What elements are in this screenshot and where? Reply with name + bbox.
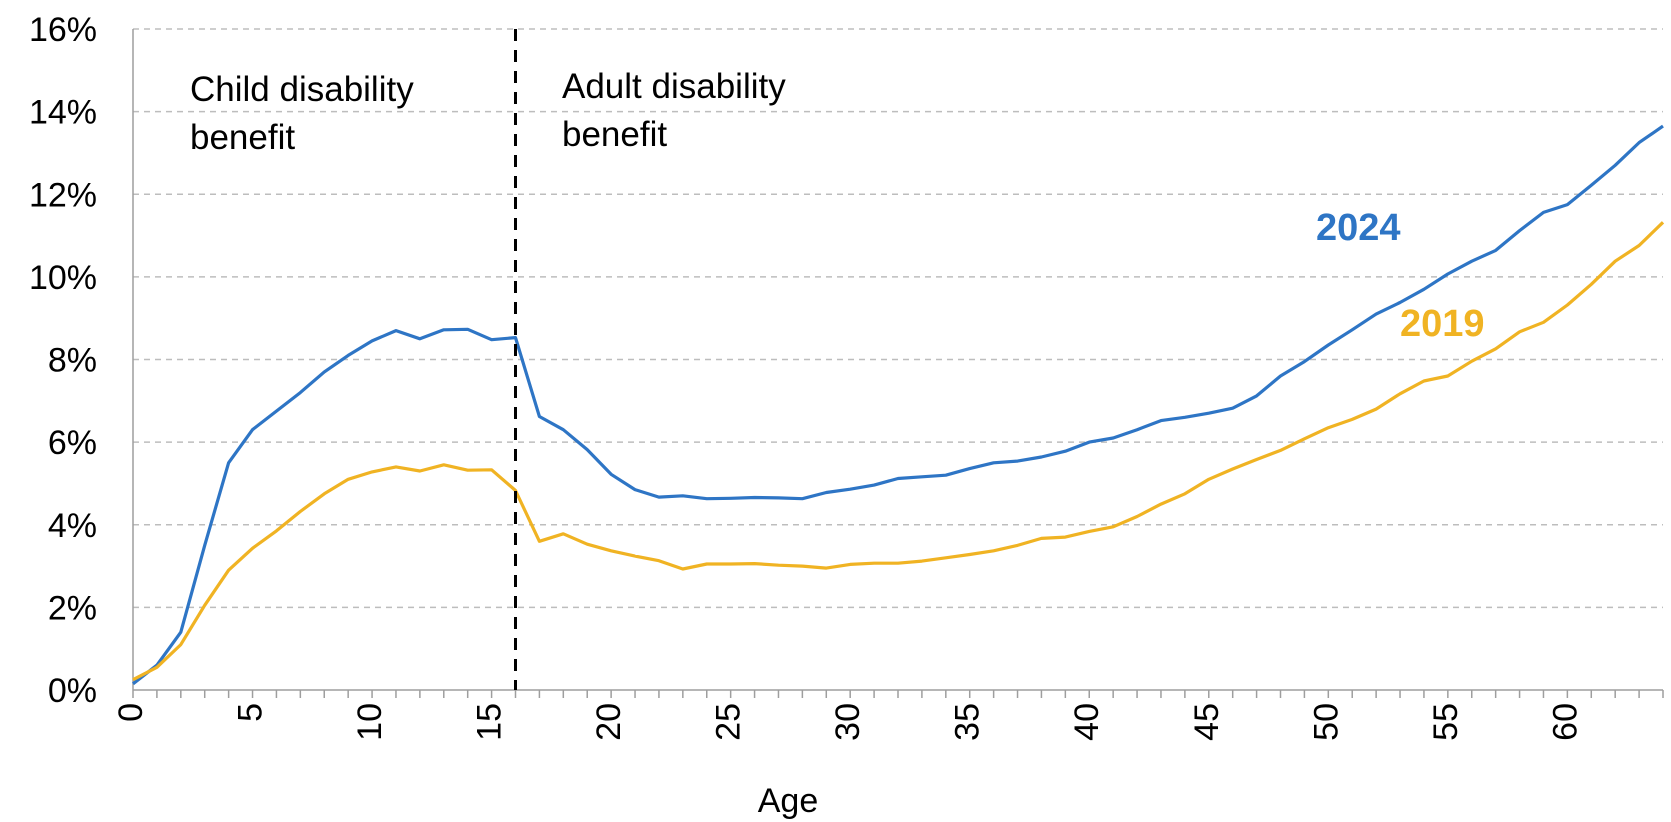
x-axis-title: Age	[758, 782, 819, 820]
y-tick-label: 12%	[29, 176, 97, 214]
annotation-line: Child disability	[190, 70, 414, 109]
x-tick-label: 25	[710, 703, 748, 741]
x-tick-label: 60	[1546, 703, 1584, 741]
x-tick-label: 40	[1068, 703, 1106, 741]
y-tick-label: 8%	[48, 342, 97, 380]
y-tick-label: 4%	[48, 507, 97, 545]
axes: 0% 2% 4% 6% 8% 10% 12% 14% 16% 0 5 10 15 20 25 30 35 40 45…	[29, 11, 1664, 820]
annotation-child: Child disability benefit	[190, 70, 414, 157]
series-lines	[132, 124, 1665, 686]
x-tick-label: 5	[232, 703, 270, 722]
series-line-2024	[132, 124, 1664, 686]
x-tick-label: 45	[1188, 703, 1226, 741]
x-tick-label: 35	[949, 703, 987, 741]
y-tick-label: 10%	[29, 259, 97, 297]
gridlines	[133, 28, 1663, 609]
x-tick-label: 15	[471, 703, 509, 741]
x-tick-label: 20	[590, 703, 628, 741]
x-tick-label: 0	[112, 703, 150, 722]
y-tick-label: 0%	[48, 672, 97, 710]
annotation-adult: Adult disability benefit	[562, 67, 786, 154]
y-tick-label: 6%	[48, 424, 97, 462]
y-tick-label: 14%	[29, 94, 97, 132]
x-tick-label: 10	[351, 703, 389, 741]
series-label-2024: 2024	[1316, 207, 1401, 249]
x-tick-label: 30	[829, 703, 867, 741]
annotation-line: Adult disability	[562, 67, 786, 106]
series-label-2019: 2019	[1400, 303, 1485, 345]
series-line-2019	[132, 221, 1665, 682]
x-tick-label: 50	[1307, 703, 1345, 741]
y-tick-label: 2%	[48, 589, 97, 627]
annotation-line: benefit	[190, 118, 295, 157]
x-tick-label: 55	[1427, 703, 1465, 741]
y-tick-label: 16%	[29, 11, 97, 49]
annotation-line: benefit	[562, 115, 667, 154]
